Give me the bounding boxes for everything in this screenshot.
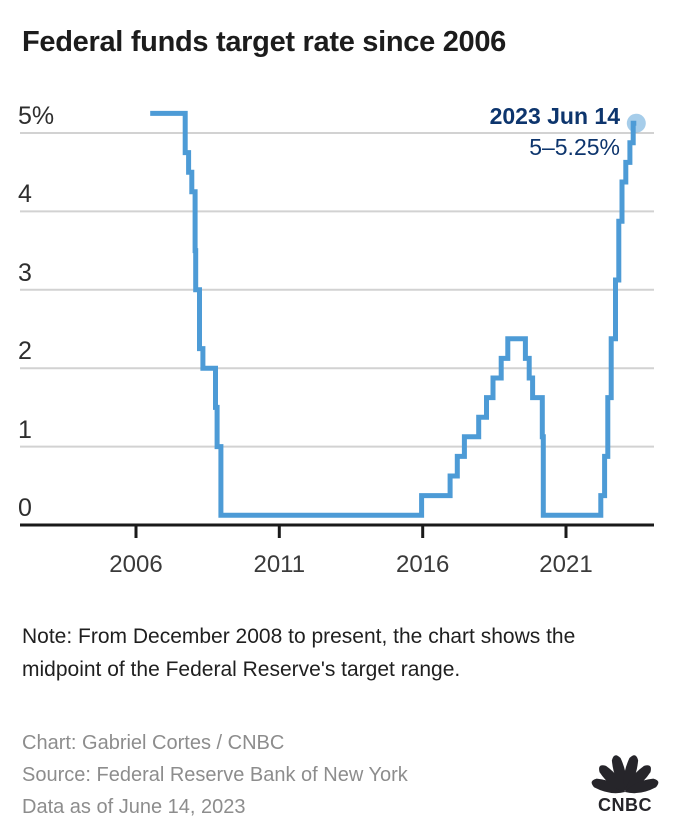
- y-axis-label-4: 4: [18, 180, 32, 208]
- x-axis: 2006 2011 2016 2021: [20, 523, 654, 578]
- chart-area: 5% 4 3 2 1 0 2006 2011 2016 2021: [0, 85, 676, 600]
- x-axis-label-2016: 2016: [396, 551, 449, 578]
- x-axis-label-2021: 2021: [539, 551, 592, 578]
- credit-line: Chart: Gabriel Cortes / CNBC: [22, 732, 285, 754]
- x-axis-label-2006: 2006: [109, 551, 162, 578]
- y-axis-label-5: 5%: [18, 102, 54, 130]
- x-axis-label-2011: 2011: [253, 551, 305, 578]
- latest-value-annotation: 2023 Jun 14 5–5.25%: [490, 101, 620, 163]
- chart-credits: Chart: Gabriel Cortes / CNBC Source: Fed…: [22, 727, 408, 823]
- cnbc-wordmark: CNBC: [598, 795, 652, 815]
- data-as-of-line: Data as of June 14, 2023: [22, 796, 246, 818]
- source-line: Source: Federal Reserve Bank of New York: [22, 764, 408, 786]
- rate-step-line: [150, 110, 637, 518]
- y-axis-label-0: 0: [18, 494, 32, 522]
- y-axis-label-3: 3: [18, 259, 32, 287]
- annotation-rate: 5–5.25%: [529, 134, 620, 160]
- y-axis-label-2: 2: [18, 337, 32, 365]
- cnbc-logo: CNBC: [591, 755, 659, 815]
- peacock-icon: [591, 755, 659, 794]
- latest-value-dot: [626, 113, 646, 133]
- y-axis-labels: 5% 4 3 2 1 0: [18, 102, 54, 522]
- chart-svg: 5% 4 3 2 1 0 2006 2011 2016 2021: [18, 102, 654, 578]
- page-title: Federal funds target rate since 2006: [22, 26, 507, 58]
- chart-note: Note: From December 2008 to present, the…: [22, 625, 576, 681]
- y-axis-label-1: 1: [18, 416, 32, 444]
- gridlines: [20, 132, 654, 448]
- annotation-date: 2023 Jun 14: [489, 103, 620, 129]
